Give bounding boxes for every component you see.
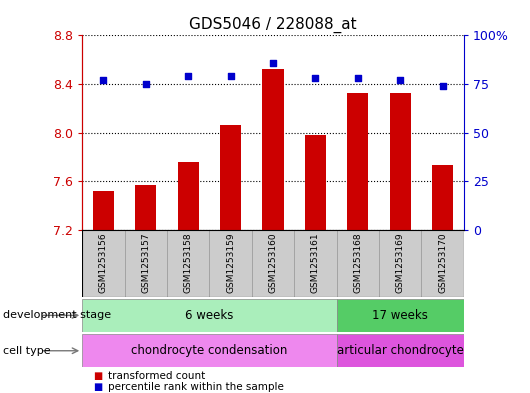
Text: GSM1253169: GSM1253169	[396, 232, 404, 292]
Text: GSM1253168: GSM1253168	[354, 232, 362, 292]
Bar	[337, 230, 379, 297]
Text: GSM1253157: GSM1253157	[142, 232, 150, 292]
Text: GSM1253158: GSM1253158	[184, 232, 192, 292]
Point	[142, 81, 150, 87]
Text: GSM1253156: GSM1253156	[99, 232, 108, 292]
Bar	[305, 135, 326, 230]
Point	[396, 77, 404, 83]
Bar	[220, 125, 241, 230]
Bar	[379, 230, 421, 297]
Bar	[178, 162, 199, 230]
Bar	[82, 334, 337, 367]
Text: cell type: cell type	[3, 346, 50, 356]
Text: transformed count: transformed count	[108, 371, 205, 381]
Bar	[262, 70, 284, 230]
Point	[269, 59, 277, 66]
Bar	[390, 92, 411, 230]
Text: GSM1253160: GSM1253160	[269, 232, 277, 292]
Text: GSM1253159: GSM1253159	[226, 232, 235, 292]
Bar	[294, 230, 337, 297]
Text: 17 weeks: 17 weeks	[372, 309, 428, 322]
Bar	[421, 230, 464, 297]
Bar	[135, 185, 156, 230]
Text: articular chondrocyte: articular chondrocyte	[337, 344, 464, 357]
Text: percentile rank within the sample: percentile rank within the sample	[108, 382, 284, 392]
Text: development stage: development stage	[3, 310, 111, 320]
Bar	[93, 191, 114, 230]
Bar	[347, 92, 368, 230]
Point	[99, 77, 108, 83]
Title: GDS5046 / 228088_at: GDS5046 / 228088_at	[189, 17, 357, 33]
Bar	[82, 230, 125, 297]
Bar	[337, 299, 464, 332]
Text: ■: ■	[93, 382, 102, 392]
Text: 6 weeks: 6 weeks	[185, 309, 234, 322]
Bar	[252, 230, 294, 297]
Text: GSM1253170: GSM1253170	[438, 232, 447, 292]
Text: ■: ■	[93, 371, 102, 381]
Point	[226, 73, 235, 79]
Bar	[167, 230, 209, 297]
Point	[354, 75, 362, 81]
Point	[184, 73, 192, 79]
Bar	[82, 299, 337, 332]
Bar	[432, 165, 453, 230]
Text: GSM1253161: GSM1253161	[311, 232, 320, 292]
Bar	[209, 230, 252, 297]
Bar	[337, 334, 464, 367]
Point	[311, 75, 320, 81]
Bar	[125, 230, 167, 297]
Point	[438, 83, 447, 89]
Text: chondrocyte condensation: chondrocyte condensation	[131, 344, 288, 357]
